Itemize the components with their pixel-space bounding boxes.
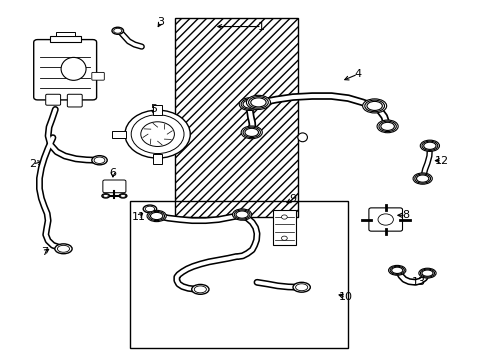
Ellipse shape	[415, 174, 431, 183]
FancyBboxPatch shape	[273, 210, 296, 245]
Circle shape	[281, 215, 287, 219]
Ellipse shape	[243, 100, 257, 108]
Ellipse shape	[192, 284, 209, 294]
Ellipse shape	[114, 28, 122, 33]
Circle shape	[378, 214, 393, 225]
Ellipse shape	[149, 211, 165, 221]
Bar	[56, 32, 75, 36]
FancyBboxPatch shape	[34, 40, 97, 100]
Ellipse shape	[390, 266, 404, 274]
Text: 5: 5	[150, 104, 157, 114]
Ellipse shape	[298, 133, 307, 142]
Ellipse shape	[413, 173, 432, 184]
Ellipse shape	[377, 120, 398, 133]
Bar	[175, 18, 298, 217]
Text: 7: 7	[41, 247, 48, 257]
Ellipse shape	[241, 126, 262, 139]
Ellipse shape	[293, 282, 310, 292]
Circle shape	[281, 236, 287, 240]
Bar	[153, 105, 162, 115]
Ellipse shape	[251, 98, 266, 107]
Ellipse shape	[389, 265, 406, 275]
Text: 8: 8	[402, 210, 410, 220]
Bar	[130, 201, 348, 348]
Ellipse shape	[145, 206, 155, 212]
Text: 9: 9	[290, 194, 296, 204]
Text: 4: 4	[354, 69, 362, 79]
FancyBboxPatch shape	[92, 72, 104, 80]
Ellipse shape	[55, 244, 72, 254]
Text: 1: 1	[258, 22, 265, 32]
Ellipse shape	[424, 142, 436, 149]
Ellipse shape	[422, 141, 438, 150]
FancyBboxPatch shape	[67, 94, 82, 107]
Ellipse shape	[248, 96, 269, 108]
Ellipse shape	[103, 194, 108, 197]
Ellipse shape	[295, 284, 308, 291]
Ellipse shape	[419, 268, 436, 278]
Ellipse shape	[246, 95, 270, 109]
FancyBboxPatch shape	[103, 180, 126, 193]
Ellipse shape	[379, 121, 396, 132]
Bar	[153, 153, 162, 164]
Ellipse shape	[420, 269, 435, 277]
Ellipse shape	[239, 98, 260, 111]
Text: 11: 11	[131, 212, 146, 222]
Ellipse shape	[416, 175, 429, 182]
Circle shape	[141, 122, 174, 147]
FancyBboxPatch shape	[46, 94, 61, 105]
Bar	[49, 36, 81, 42]
Ellipse shape	[236, 211, 248, 218]
Ellipse shape	[92, 156, 107, 165]
Text: 13: 13	[412, 277, 426, 287]
Ellipse shape	[241, 99, 258, 109]
Bar	[112, 131, 126, 138]
Text: 3: 3	[157, 17, 165, 27]
Ellipse shape	[245, 128, 259, 136]
Ellipse shape	[150, 212, 163, 220]
Ellipse shape	[234, 210, 250, 219]
Circle shape	[125, 110, 190, 158]
Ellipse shape	[112, 27, 123, 34]
Ellipse shape	[233, 209, 252, 220]
Ellipse shape	[422, 270, 433, 276]
Ellipse shape	[365, 100, 385, 112]
Ellipse shape	[367, 102, 382, 111]
Ellipse shape	[381, 122, 394, 130]
Ellipse shape	[392, 267, 403, 274]
Ellipse shape	[119, 194, 127, 198]
Ellipse shape	[143, 205, 157, 213]
Ellipse shape	[420, 140, 440, 152]
FancyBboxPatch shape	[369, 208, 402, 231]
Circle shape	[131, 115, 184, 153]
Text: 12: 12	[435, 156, 449, 166]
Ellipse shape	[147, 210, 166, 222]
Text: 2: 2	[29, 159, 36, 169]
Bar	[175, 18, 298, 217]
Ellipse shape	[61, 57, 86, 80]
Ellipse shape	[57, 245, 70, 252]
Ellipse shape	[195, 286, 206, 293]
Ellipse shape	[94, 157, 105, 163]
Ellipse shape	[102, 194, 110, 198]
Text: 10: 10	[339, 292, 353, 302]
Ellipse shape	[363, 99, 387, 113]
Ellipse shape	[243, 127, 260, 138]
Text: 6: 6	[109, 168, 117, 178]
Ellipse shape	[121, 194, 126, 197]
